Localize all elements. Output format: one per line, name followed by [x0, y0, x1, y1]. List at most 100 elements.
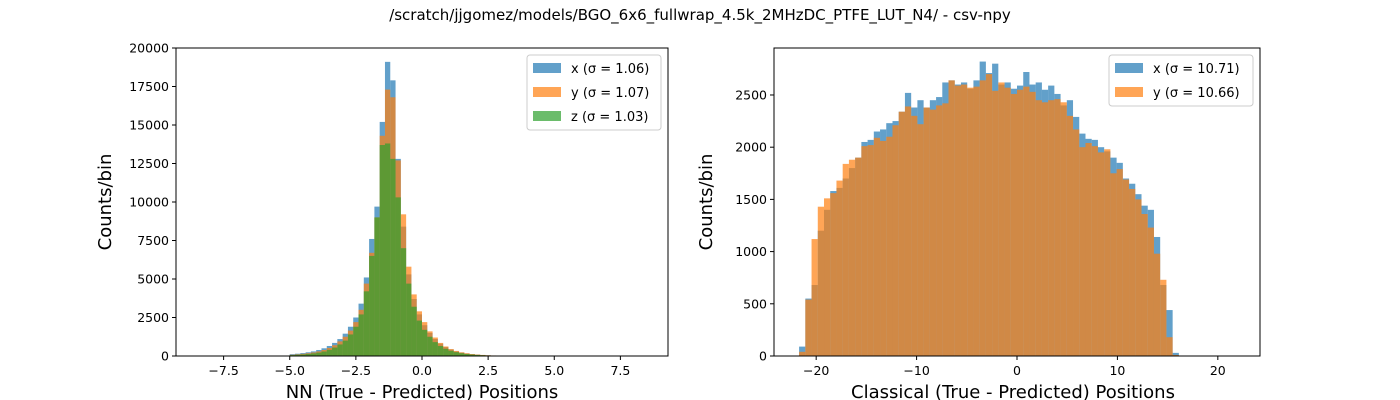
- left-chart-legend-swatch-y: [533, 87, 561, 97]
- left-chart-bar-z-22: [406, 283, 412, 356]
- right-chart-x-tick-label: −10: [903, 363, 929, 378]
- left-chart-bar-z-17: [379, 145, 385, 356]
- right-chart-bar-y-25: [954, 85, 961, 356]
- left-chart-y-axis: 0 2500 5000 7500 10000 12500 15000 17500 20000: [129, 41, 176, 364]
- left-chart-x-axis: −7.5 −5.0 −2.5 0.0 2.5 5.0 7.5: [208, 356, 630, 378]
- right-chart-bar-y-21: [929, 109, 937, 356]
- left-chart-legend-label-x: x (σ = 1.06): [571, 62, 649, 77]
- right-chart-legend-label-y: y (σ = 10.66): [1153, 86, 1240, 101]
- right-chart: −20 −10 0 10 20 0 500 1000 1500 2000 2500 Classic…: [696, 47, 1261, 400]
- left-chart-y-tick-label: 15000: [129, 118, 169, 133]
- right-chart-bar-y-48: [1097, 152, 1105, 356]
- right-chart-y-axis: 0 500 1000 1500 2000 2500: [735, 87, 774, 364]
- right-chart-legend-swatch-x: [1115, 63, 1143, 73]
- left-chart-bar-z-6: [321, 351, 327, 356]
- left-chart-legend-label-z: z (σ = 1.03): [571, 110, 648, 125]
- left-chart-bar-z-24: [416, 320, 422, 356]
- right-chart-x-tick-label: −20: [803, 363, 829, 378]
- right-chart-bar-y-50: [1110, 173, 1117, 356]
- right-chart-bar-y-28: [973, 86, 980, 356]
- right-chart-bar-y-41: [1054, 99, 1061, 356]
- left-chart-bar-z-25: [422, 329, 428, 356]
- right-chart-bar-y-2: [811, 239, 818, 356]
- left-chart-bar-z-35: [474, 354, 481, 356]
- right-chart-bar-y-36: [1023, 86, 1030, 356]
- left-chart-bar-z-11: [347, 334, 354, 356]
- left-chart-y-tick-label: 5000: [137, 272, 169, 287]
- right-chart-bar-y-46: [1085, 143, 1092, 356]
- right-chart-bar-y-29: [979, 80, 986, 357]
- right-chart-bar-y-53: [1129, 188, 1136, 356]
- left-chart-x-tick-label: 2.5: [478, 363, 498, 378]
- left-chart-bar-z-18: [384, 143, 391, 356]
- left-chart-bar-z-31: [453, 352, 460, 356]
- left-chart-legend-label-y: y (σ = 1.07): [571, 86, 649, 101]
- left-chart-bar-z-33: [464, 354, 470, 356]
- right-chart-bar-y-18: [911, 115, 918, 356]
- right-chart-bar-y-9: [855, 157, 862, 356]
- left-chart-bar-z-23: [411, 306, 417, 356]
- right-chart-bar-y-4: [824, 198, 831, 356]
- right-chart-bar-y-23: [942, 103, 949, 356]
- left-chart-x-tick-label: −5.0: [275, 363, 305, 378]
- right-chart-bar-y-44: [1073, 129, 1080, 356]
- right-chart-bar-y-24: [948, 80, 955, 357]
- right-chart-bar-y-13: [880, 140, 887, 356]
- left-chart-x-tick-label: −7.5: [208, 363, 238, 378]
- right-chart-bar-y-38: [1035, 100, 1042, 356]
- right-chart-bar-x-59: [1166, 310, 1173, 356]
- right-chart-bar-y-49: [1104, 149, 1111, 356]
- right-chart-bar-y-14: [886, 136, 893, 356]
- right-chart-x-axis: −20 −10 0 10 20: [803, 356, 1226, 378]
- right-chart-bar-y-45: [1079, 147, 1086, 356]
- left-chart-x-tick-label: 5.0: [544, 363, 564, 378]
- right-chart-bar-y-55: [1141, 214, 1148, 356]
- right-chart-x-tick-label: 10: [1109, 363, 1125, 378]
- left-chart-y-tick-label: 17500: [129, 79, 169, 94]
- right-chart-legend: x (σ = 10.71) y (σ = 10.66): [1108, 54, 1254, 107]
- right-chart-bar-y-57: [1153, 253, 1161, 356]
- left-chart-bar-z-1: [295, 354, 301, 356]
- right-chart-legend-swatch-y: [1115, 87, 1143, 97]
- left-chart-bar-z-15: [369, 255, 375, 356]
- right-chart-bar-y-0: [799, 351, 806, 356]
- left-chart-bars: [289, 61, 507, 357]
- left-chart-y-tick-label: 12500: [129, 156, 169, 171]
- right-chart-bar-x-60: [1172, 352, 1179, 356]
- left-chart-bar-z-8: [332, 347, 338, 356]
- left-chart-bar-z-3: [305, 354, 311, 356]
- right-chart-bar-y-17: [904, 106, 912, 356]
- right-chart-bar-y-15: [892, 125, 899, 356]
- right-chart-y-tick-label: 1000: [735, 244, 767, 259]
- left-chart-bar-z-2: [300, 354, 306, 356]
- right-chart-bar-y-42: [1060, 102, 1067, 356]
- right-chart-bar-y-6: [836, 180, 843, 356]
- left-chart-legend: x (σ = 1.06) y (σ = 1.07) z (σ = 1.03): [526, 54, 662, 131]
- left-chart-y-label: Counts/bin: [95, 154, 116, 251]
- right-chart-legend-label-x: x (σ = 10.71): [1153, 62, 1240, 77]
- left-chart-x-tick-label: 0.0: [412, 363, 432, 378]
- figure-suptitle: /scratch/jjgomez/models/BGO_6x6_fullwrap…: [389, 6, 1011, 25]
- left-chart-bar-z-5: [316, 352, 322, 356]
- right-chart-bar-y-39: [1041, 102, 1049, 356]
- right-chart-bar-y-31: [992, 90, 999, 356]
- right-chart-bar-y-10: [861, 146, 868, 356]
- left-chart-bar-z-21: [400, 248, 407, 356]
- right-chart-bar-y-60: [1172, 354, 1179, 356]
- right-chart-bars: [799, 61, 1179, 357]
- left-chart: −7.5 −5.0 −2.5 0.0 2.5 5.0 7.5 0 2500 5000 7500 10…: [95, 41, 669, 400]
- left-chart-y-tick-label: 10000: [129, 195, 169, 210]
- left-chart-y-tick-label: 2500: [137, 310, 169, 325]
- right-chart-bar-y-26: [960, 84, 968, 356]
- right-chart-y-tick-label: 500: [743, 296, 767, 311]
- left-chart-bar-z-20: [395, 197, 401, 356]
- right-chart-x-label: Classical (True - Predicted) Positions: [851, 382, 1175, 400]
- right-chart-bar-y-43: [1066, 115, 1074, 356]
- left-chart-legend-swatch-z: [533, 111, 561, 121]
- right-chart-bar-y-52: [1122, 179, 1130, 356]
- right-chart-bar-y-40: [1048, 100, 1055, 356]
- right-chart-bar-y-59: [1166, 337, 1173, 356]
- left-chart-bar-z-28: [437, 345, 444, 356]
- left-chart-x-tick-label: −2.5: [341, 363, 371, 378]
